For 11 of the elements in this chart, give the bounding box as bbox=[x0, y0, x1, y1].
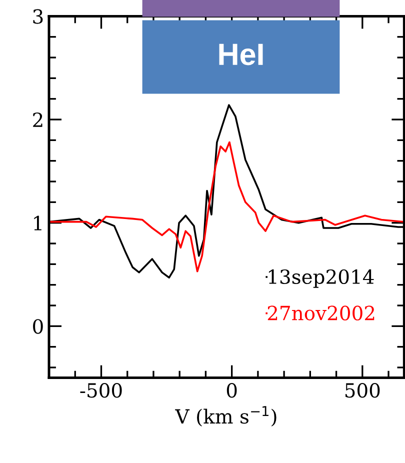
y-tick-label: 3 bbox=[33, 9, 43, 24]
x-tick-label: -500 bbox=[80, 383, 122, 398]
x-tick-label: 0 bbox=[226, 383, 237, 398]
legend-label: 27nov2002 bbox=[268, 306, 374, 320]
x-axis-title: V (km s$^{−1}$) bbox=[175, 406, 276, 427]
y-tick-label: 1 bbox=[34, 216, 42, 230]
y-tick-label: 2 bbox=[33, 112, 42, 127]
y-tick-label: 0 bbox=[33, 319, 43, 334]
x-tick-label: 500 bbox=[346, 383, 380, 398]
annotation: HeI bbox=[219, 44, 263, 66]
legend-label: 13sep2014 bbox=[268, 269, 374, 288]
